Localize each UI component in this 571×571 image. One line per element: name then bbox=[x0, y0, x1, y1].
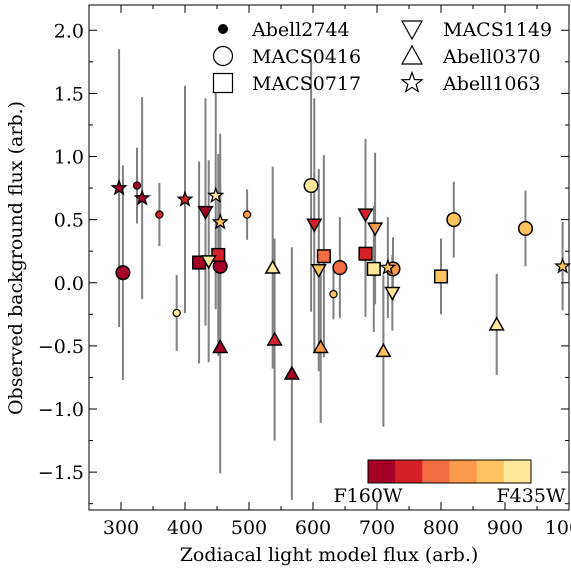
y-tick-label: 0.5 bbox=[54, 210, 84, 232]
abell0370-point bbox=[375, 342, 392, 358]
abell0370-point bbox=[488, 316, 505, 331]
abell0370-point bbox=[283, 365, 300, 380]
x-tick-label: 500 bbox=[231, 517, 267, 539]
macs0416-point bbox=[332, 260, 348, 276]
macs0416-point bbox=[115, 265, 131, 281]
colorbar-segment bbox=[449, 460, 478, 483]
abell2744-point bbox=[155, 210, 164, 219]
x-tick-label: 400 bbox=[167, 517, 203, 539]
abell0370-point bbox=[212, 339, 229, 354]
axis-ticks: 300 400 500 600 700 800 900 1000 −1.5 −1.0 −0.5 0.0… bbox=[38, 5, 571, 539]
legend-marker-square bbox=[212, 72, 234, 94]
x-tick-label: 1000 bbox=[545, 517, 571, 539]
data-markers bbox=[110, 177, 571, 380]
legend-marker-dot bbox=[218, 24, 228, 34]
abell1063-point bbox=[110, 179, 128, 196]
macs1149-point bbox=[366, 222, 384, 237]
abell0370-point bbox=[266, 331, 283, 346]
macs1149-point bbox=[384, 286, 401, 301]
abell1063-point bbox=[207, 186, 225, 204]
x-axis-label: Zodiacal light model flux (arb.) bbox=[180, 544, 479, 566]
abell1063-point bbox=[554, 257, 571, 274]
macs0717-point bbox=[211, 247, 226, 263]
legend-marker-circle bbox=[212, 45, 234, 67]
macs1149-point bbox=[310, 263, 327, 279]
y-tick-label: 2.0 bbox=[54, 20, 84, 42]
abell1063-point bbox=[211, 213, 229, 230]
legend-label: MACS0416 bbox=[252, 46, 361, 68]
macs0717-point bbox=[316, 249, 331, 264]
macs0717-point bbox=[358, 246, 373, 261]
colorbar-label-right: F435W bbox=[497, 485, 566, 507]
colorbar-label-left: F160W bbox=[334, 485, 403, 507]
legend-label: Abell0370 bbox=[442, 46, 541, 68]
colorbar-segment bbox=[368, 460, 396, 483]
x-tick-label: 300 bbox=[103, 517, 139, 539]
legend-label: Abell1063 bbox=[442, 73, 541, 95]
colorbar-frame bbox=[367, 459, 532, 484]
x-tick-label: 700 bbox=[359, 517, 395, 539]
legend-label: MACS1149 bbox=[443, 19, 552, 41]
abell2744-point bbox=[242, 210, 252, 219]
colorbar-segment bbox=[503, 460, 532, 483]
y-tick-label: −1.5 bbox=[38, 462, 84, 484]
legend: Abell2744 MACS0416 MACS0717 MACS1149 Abell03… bbox=[212, 19, 552, 95]
macs0717-point bbox=[433, 269, 449, 284]
legend-marker-star bbox=[400, 70, 424, 93]
y-tick-label: 1.5 bbox=[54, 83, 84, 105]
legend-marker-triangle-up bbox=[400, 44, 424, 65]
colorbar-segment bbox=[422, 460, 450, 483]
colorbar-segment bbox=[395, 460, 423, 483]
x-tick-label: 900 bbox=[487, 517, 523, 539]
legend-label: Abell2744 bbox=[251, 19, 350, 41]
abell0370-point bbox=[312, 339, 329, 354]
y-axis-label: Observed background flux (arb.) bbox=[5, 101, 27, 415]
y-tick-label: 0.0 bbox=[54, 273, 84, 295]
macs1149-point bbox=[306, 218, 323, 233]
macs1149-point bbox=[200, 255, 217, 270]
colorbar-segment bbox=[476, 460, 505, 483]
abell1063-point bbox=[133, 189, 151, 206]
macs1149-point bbox=[197, 205, 214, 221]
abell2744-point bbox=[329, 289, 338, 299]
y-tick-label: 1.0 bbox=[54, 147, 84, 169]
legend-label: MACS0717 bbox=[252, 73, 361, 95]
y-tick-label: −0.5 bbox=[38, 336, 84, 358]
abell1063-point bbox=[176, 190, 194, 207]
plot-frame bbox=[88, 4, 570, 511]
macs0416-point bbox=[446, 212, 462, 228]
abell2744-point bbox=[132, 181, 142, 190]
x-tick-label: 800 bbox=[423, 517, 459, 539]
macs0416-point bbox=[517, 220, 534, 237]
colorbar: F160W F435W bbox=[334, 459, 566, 507]
abell0370-point bbox=[264, 259, 281, 274]
macs0717-point bbox=[366, 261, 381, 276]
macs0416-point bbox=[303, 177, 319, 194]
x-tick-label: 600 bbox=[295, 517, 331, 539]
macs1149-point bbox=[357, 208, 374, 223]
y-tick-label: −1.0 bbox=[38, 399, 84, 421]
legend-marker-triangle-down bbox=[400, 20, 424, 41]
abell2744-point bbox=[172, 308, 181, 318]
abell1063-point bbox=[379, 258, 397, 275]
